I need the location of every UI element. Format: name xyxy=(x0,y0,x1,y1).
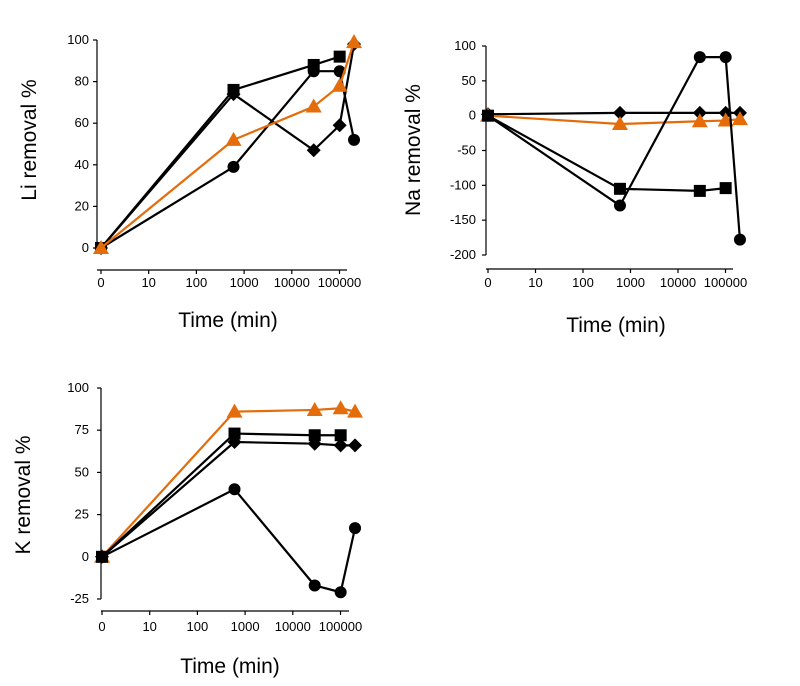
k-series-diamond-line xyxy=(101,440,356,558)
k-x-tick-label: 1000 xyxy=(231,619,260,634)
k-series-triangle-point xyxy=(332,400,349,415)
na-x-tick-label: 0 xyxy=(484,275,491,290)
na-x-tick-label: 10 xyxy=(528,275,542,290)
na-series-circle-point xyxy=(693,51,706,64)
k-series-circle-line xyxy=(101,488,357,594)
li-x-tick-label: 10 xyxy=(141,275,155,290)
k-y-tick-label: -25 xyxy=(70,591,89,606)
li-series-triangle-point xyxy=(225,131,242,146)
k-y-tick-label: 100 xyxy=(67,380,89,395)
na-series-square-point xyxy=(719,182,732,195)
k-series-circle-point xyxy=(334,586,347,599)
k-panel: 100 75 50 25 0 -25 0 10 100 1000 10000 100000 Time (… xyxy=(12,380,364,678)
li-series-square-line xyxy=(100,55,341,249)
k-series-square-point xyxy=(308,429,321,442)
na-x-tick-label: 100000 xyxy=(704,275,747,290)
li-y-axis-title: Li removal % xyxy=(18,79,41,200)
k-series-diamond-point xyxy=(333,438,348,453)
k-series-triangle-point xyxy=(306,401,323,416)
k-series-diamond-point xyxy=(227,435,242,450)
k-x-tick-label: 10000 xyxy=(275,619,311,634)
na-y-tick-label: -50 xyxy=(457,143,476,158)
li-series-triangle-point xyxy=(331,77,348,92)
na-series-triangle-point xyxy=(717,112,734,127)
k-y-tick-label: 50 xyxy=(75,464,89,479)
li-series-square-point xyxy=(333,50,346,63)
li-series-circle-point xyxy=(227,160,240,173)
na-series-square-point xyxy=(613,182,626,195)
na-y-tick-label: 50 xyxy=(462,73,476,88)
k-x-tick-label: 10 xyxy=(142,619,156,634)
na-y-tick-label: 100 xyxy=(454,38,476,53)
li-series-triangle-point xyxy=(93,240,109,254)
na-series-triangle-point xyxy=(611,116,628,131)
na-y-tick-label: -150 xyxy=(450,212,476,227)
na-series-triangle-point xyxy=(691,113,708,128)
na-y-axis-title: Na removal % xyxy=(402,84,425,216)
li-series-diamond-point xyxy=(306,143,321,158)
na-series-diamond-point xyxy=(692,105,707,120)
k-series-circle-point xyxy=(349,522,362,535)
na-series-circle-point xyxy=(733,233,746,246)
li-y-tick-label: 60 xyxy=(75,115,89,130)
k-x-tick-label: 100 xyxy=(187,619,209,634)
na-panel: 100 50 0 -50 -100 -150 -200 0 10 100 1000 10000 1000… xyxy=(402,38,748,337)
k-series-triangle-point xyxy=(347,403,364,418)
k-series-diamond-point xyxy=(307,436,322,451)
na-x-axis-title: Time (min) xyxy=(566,314,666,337)
li-x-tick-label: 1000 xyxy=(230,275,259,290)
li-series-triangle-point xyxy=(346,34,363,49)
li-x-tick-label: 0 xyxy=(97,275,104,290)
na-x-tick-label: 1000 xyxy=(616,275,645,290)
na-series-triangle-point xyxy=(731,111,748,126)
li-x-tick-label: 100 xyxy=(186,275,208,290)
k-series-circle-point xyxy=(96,550,108,563)
k-y-tick-label: 0 xyxy=(82,549,89,564)
k-series-triangle-point xyxy=(226,403,243,418)
na-y-tick-label: 0 xyxy=(469,108,476,123)
k-series-square-point xyxy=(228,427,241,440)
k-y-tick-label: 75 xyxy=(75,422,89,437)
li-series-diamond-point xyxy=(332,118,347,133)
li-y-tick-label: 40 xyxy=(75,157,89,172)
na-series-circle-point xyxy=(482,109,494,122)
k-x-axis-title: Time (min) xyxy=(180,655,280,678)
k-series-circle-point xyxy=(308,579,321,592)
li-y-tick-label: 80 xyxy=(75,74,89,89)
na-x-tick-label: 100 xyxy=(572,275,594,290)
k-x-tick-label: 0 xyxy=(98,619,105,634)
na-y-tick-label: -100 xyxy=(450,177,476,192)
na-y-tick-label: -200 xyxy=(450,247,476,262)
li-series-diamond-point xyxy=(226,87,241,102)
k-series-square-line xyxy=(101,432,341,558)
na-series-circle-line xyxy=(487,56,742,240)
k-series-circle-point xyxy=(228,483,241,496)
na-series-circle-point xyxy=(613,199,626,212)
li-y-tick-label: 100 xyxy=(67,32,89,47)
li-y-tick-label: 20 xyxy=(75,198,89,213)
na-series-square-point xyxy=(693,184,706,197)
k-y-axis-title: K removal % xyxy=(12,435,35,554)
li-series-triangle-point xyxy=(305,98,322,113)
na-series-circle-point xyxy=(719,51,732,64)
k-x-tick-label: 100000 xyxy=(319,619,362,634)
na-series-diamond-point xyxy=(612,105,627,120)
li-series-circle-point xyxy=(307,65,320,78)
li-y-tick-label: 0 xyxy=(82,240,89,255)
li-x-tick-label: 10000 xyxy=(274,275,310,290)
li-series-circle-point xyxy=(348,133,361,146)
k-y-tick-label: 25 xyxy=(75,507,89,522)
k-series-diamond-point xyxy=(348,438,363,453)
li-x-tick-label: 100000 xyxy=(318,275,361,290)
na-series-square-line xyxy=(487,114,726,193)
na-x-tick-label: 10000 xyxy=(660,275,696,290)
li-x-axis-title: Time (min) xyxy=(178,309,278,332)
k-series-square-point xyxy=(334,429,347,442)
